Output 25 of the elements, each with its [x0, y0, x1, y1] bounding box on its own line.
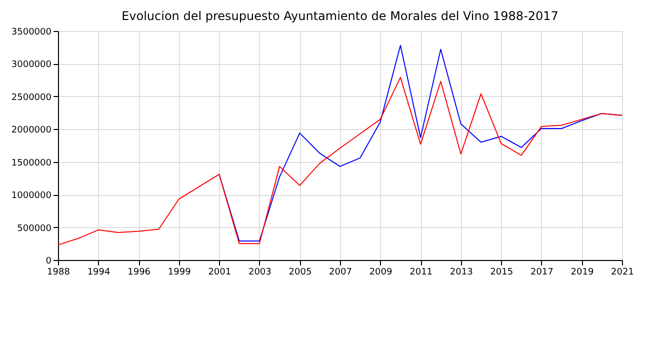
y-tick-label: 1500000	[11, 158, 52, 168]
x-tick-label: 1988	[47, 268, 70, 278]
x-tick-label: 2009	[369, 268, 393, 278]
x-tick-label: 2011	[410, 268, 433, 278]
x-tick-label: 2021	[611, 268, 634, 278]
chart-title: Evolucion del presupuesto Ayuntamiento de Morales del Vino 1988-2017	[122, 9, 558, 23]
x-tick-label: 2015	[490, 268, 514, 278]
x-tick-label: 1996	[128, 268, 151, 278]
y-tick-label: 0	[46, 256, 52, 266]
y-tick-label: 2000000	[11, 126, 52, 136]
x-tick-label: 2017	[530, 268, 554, 278]
y-tick-label: 500000	[17, 224, 52, 234]
y-tick-label: 1000000	[11, 191, 52, 202]
y-tick-label: 3500000	[11, 28, 52, 38]
x-tick-label: 2005	[288, 268, 312, 278]
x-tick-label: 2001	[208, 268, 232, 278]
x-tick-label: 2013	[450, 268, 473, 278]
x-tick-label: 2019	[570, 268, 594, 278]
x-tick-label: 1994	[87, 268, 111, 278]
x-tick-label: 1999	[168, 268, 192, 278]
y-tick-label: 3000000	[11, 60, 52, 70]
line-series	[58, 76, 622, 246]
x-tick-label: 2007	[329, 268, 352, 278]
x-tick-label: 2003	[248, 268, 272, 278]
y-tick-label: 2500000	[11, 92, 52, 103]
